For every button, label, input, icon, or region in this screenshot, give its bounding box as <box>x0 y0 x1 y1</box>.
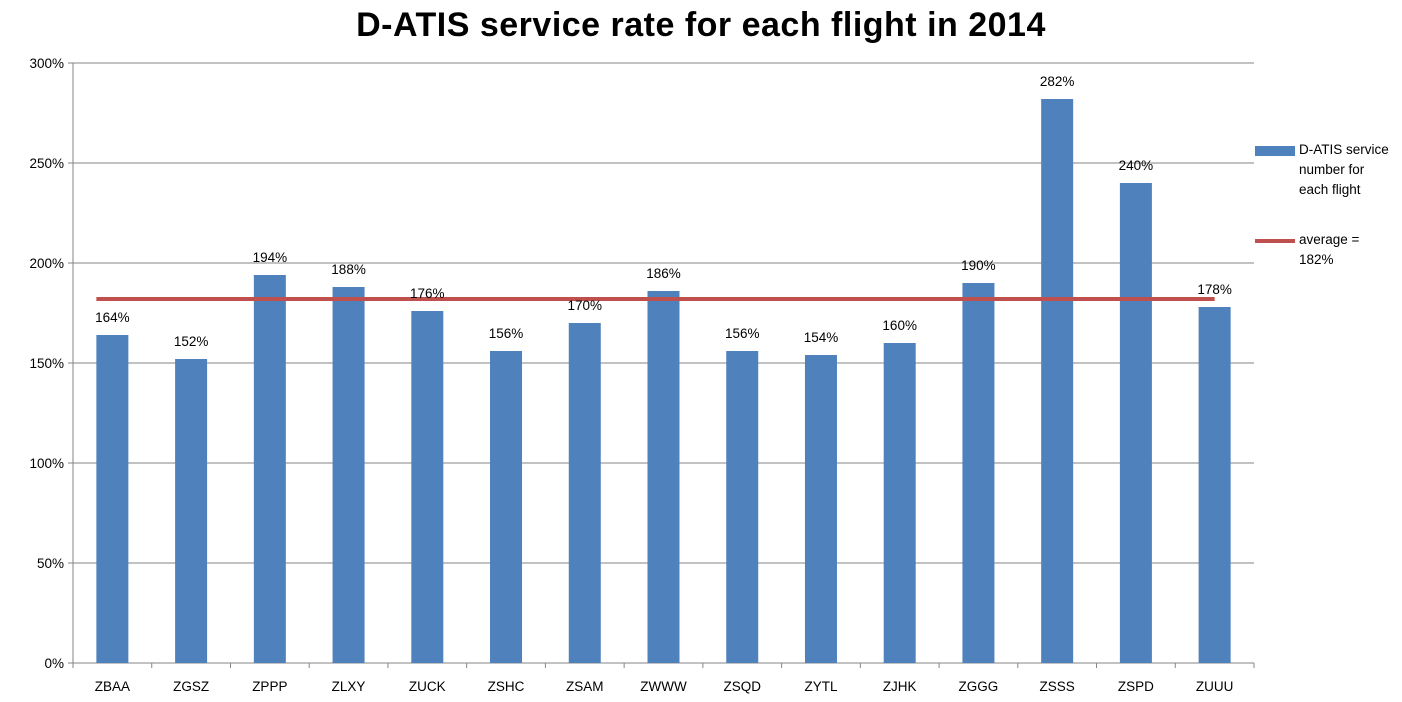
data-label: 156% <box>725 326 760 341</box>
x-tick-label: ZWWW <box>640 679 687 694</box>
data-label: 164% <box>95 310 130 325</box>
x-tick-label: ZGGG <box>959 679 999 694</box>
chart-title: D-ATIS service rate for each flight in 2… <box>356 6 1046 44</box>
legend-item-bars: D-ATIS service number for each flight <box>1255 140 1395 200</box>
y-tick-label: 200% <box>29 256 64 271</box>
x-tick-label: ZLXY <box>332 679 366 694</box>
x-tick-label: ZYTL <box>804 679 837 694</box>
x-tick-label: ZSAM <box>566 679 604 694</box>
data-label: 170% <box>568 298 603 313</box>
data-labels: ZBAA 164% ZGSZ 152% ZPPP 194% ZLXY 188% ZUCK 176%… <box>95 74 1234 694</box>
data-label: 152% <box>174 334 209 349</box>
bar-zspd <box>1119 183 1152 663</box>
y-tick-label: 300% <box>29 56 64 71</box>
bar-zppp <box>253 275 286 663</box>
data-label: 282% <box>1040 74 1075 89</box>
y-tick-label: 150% <box>29 356 64 371</box>
y-tick-label: 0% <box>44 656 64 671</box>
bar-zsqd <box>726 351 759 663</box>
data-label: 194% <box>253 250 288 265</box>
x-tick-label: ZSSS <box>1040 679 1075 694</box>
bar-zuuu <box>1198 307 1231 663</box>
bar-zlxy <box>332 287 365 663</box>
data-label: 160% <box>882 318 917 333</box>
bar-zggg <box>962 283 995 663</box>
bar-zuck <box>411 311 444 663</box>
data-label: 190% <box>961 258 996 273</box>
legend-bar-swatch <box>1255 146 1295 156</box>
bars <box>96 99 1231 663</box>
y-tick-label: 50% <box>37 556 64 571</box>
bar-zytl <box>804 355 837 663</box>
data-label: 176% <box>410 286 445 301</box>
data-label: 156% <box>489 326 524 341</box>
data-label: 186% <box>646 266 681 281</box>
x-tick-label: ZUUU <box>1196 679 1234 694</box>
bar-zsss <box>1041 99 1074 663</box>
legend-average-swatch <box>1255 239 1295 243</box>
x-tick-label: ZSQD <box>723 679 761 694</box>
legend: D-ATIS service number for each flight av… <box>1255 140 1395 300</box>
x-tick-label: ZSPD <box>1118 679 1154 694</box>
bar-zgsz <box>175 359 208 663</box>
bar-zjhk <box>883 343 916 663</box>
y-tick-label: 250% <box>29 156 64 171</box>
y-tick-label: 100% <box>29 456 64 471</box>
bar-zbaa <box>96 335 129 663</box>
legend-average-label: average = 182% <box>1299 232 1360 267</box>
data-label: 154% <box>804 330 839 345</box>
x-tick-label: ZUCK <box>409 679 446 694</box>
bar-zwww <box>647 291 680 663</box>
legend-bar-label: D-ATIS service number for each flight <box>1299 142 1389 197</box>
x-tick-label: ZPPP <box>252 679 287 694</box>
bar-zsam <box>568 323 601 663</box>
bar-zshc <box>490 351 523 663</box>
x-tick-label: ZBAA <box>95 679 130 694</box>
data-label: 188% <box>331 262 366 277</box>
x-tick-label: ZSHC <box>488 679 525 694</box>
x-tick-label: ZJHK <box>883 679 917 694</box>
x-tick-label: ZGSZ <box>173 679 209 694</box>
data-label: 240% <box>1119 158 1154 173</box>
data-label: 178% <box>1197 282 1232 297</box>
legend-item-average: average = 182% <box>1255 230 1395 270</box>
